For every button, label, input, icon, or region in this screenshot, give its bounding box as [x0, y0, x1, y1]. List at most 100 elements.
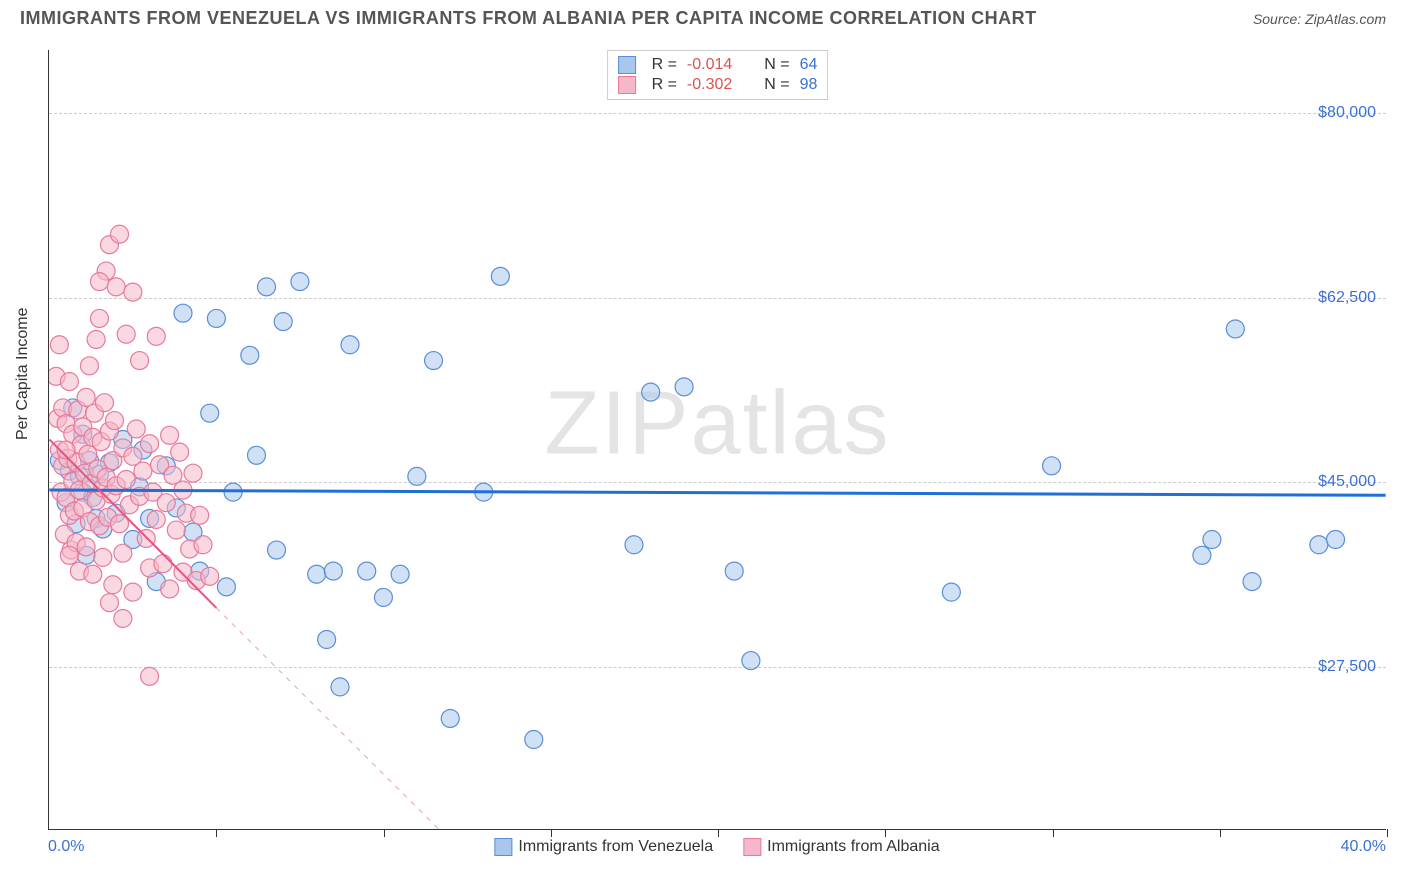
data-point [147, 511, 165, 529]
y-axis-label: Per Capita Income [14, 307, 32, 440]
data-point [94, 548, 112, 566]
x-tick [1220, 829, 1221, 837]
data-point [107, 278, 125, 296]
trend-line [49, 490, 1385, 495]
data-point [207, 309, 225, 327]
data-point [90, 273, 108, 291]
data-point [725, 562, 743, 580]
x-min-label: 0.0% [48, 838, 84, 856]
stats-legend-row: R = -0.302N = 98 [618, 75, 818, 95]
data-point [341, 336, 359, 354]
data-point [101, 594, 119, 612]
data-point [308, 565, 326, 583]
data-point [161, 426, 179, 444]
chart-plot-area: ZIPatlas R = -0.014N = 64R = -0.302N = 9… [48, 50, 1386, 830]
data-point [201, 404, 219, 422]
data-point [408, 467, 426, 485]
chart-title: IMMIGRANTS FROM VENEZUELA VS IMMIGRANTS … [20, 8, 1037, 29]
data-point [134, 462, 152, 480]
x-tick [1053, 829, 1054, 837]
data-point [374, 588, 392, 606]
legend-item: Immigrants from Albania [743, 838, 940, 856]
x-tick [1387, 829, 1388, 837]
data-point [942, 583, 960, 601]
stat-r-label: R = [652, 56, 677, 74]
data-point [318, 631, 336, 649]
data-point [324, 562, 342, 580]
data-point [124, 283, 142, 301]
data-point [358, 562, 376, 580]
data-point [1043, 457, 1061, 475]
data-point [50, 336, 68, 354]
data-point [194, 536, 212, 554]
data-point [625, 536, 643, 554]
data-point [157, 494, 175, 512]
data-point [124, 583, 142, 601]
data-point [127, 420, 145, 438]
legend-item: Immigrants from Venezuela [494, 838, 713, 856]
data-point [84, 565, 102, 583]
x-tick [885, 829, 886, 837]
data-point [60, 546, 78, 564]
data-point [1310, 536, 1328, 554]
data-point [95, 394, 113, 412]
stat-n-label: N = [764, 76, 789, 94]
stat-r-value: -0.014 [687, 56, 732, 74]
data-point [174, 304, 192, 322]
data-point [171, 443, 189, 461]
data-point [1243, 573, 1261, 591]
legend-label: Immigrants from Venezuela [518, 838, 713, 855]
x-tick [551, 829, 552, 837]
data-point [1226, 320, 1244, 338]
data-point [258, 278, 276, 296]
legend-swatch [743, 838, 761, 856]
data-point [191, 506, 209, 524]
x-tick [384, 829, 385, 837]
stats-legend: R = -0.014N = 64R = -0.302N = 98 [607, 50, 829, 100]
data-point [217, 578, 235, 596]
data-point [114, 544, 132, 562]
chart-header: IMMIGRANTS FROM VENEZUELA VS IMMIGRANTS … [0, 0, 1406, 33]
data-point [184, 464, 202, 482]
data-point [742, 652, 760, 670]
data-point [331, 678, 349, 696]
data-point [391, 565, 409, 583]
data-point [1327, 531, 1345, 549]
data-point [117, 471, 135, 489]
data-point [491, 267, 509, 285]
data-point [201, 567, 219, 585]
data-point [117, 325, 135, 343]
data-point [154, 555, 172, 573]
data-point [90, 309, 108, 327]
x-axis-labels: 0.0% Immigrants from Venezuela Immigrants… [48, 838, 1386, 868]
data-point [141, 667, 159, 685]
trend-line-extrapolated [216, 608, 533, 829]
legend-label: Immigrants from Albania [767, 838, 940, 855]
x-max-label: 40.0% [1341, 838, 1386, 856]
chart-source: Source: ZipAtlas.com [1253, 11, 1386, 27]
scatter-svg [49, 50, 1386, 829]
data-point [642, 383, 660, 401]
data-point [274, 313, 292, 331]
x-tick [216, 829, 217, 837]
stat-n-value: 98 [800, 76, 818, 94]
data-point [141, 435, 159, 453]
data-point [268, 541, 286, 559]
stats-legend-row: R = -0.014N = 64 [618, 55, 818, 75]
data-point [291, 273, 309, 291]
data-point [1193, 546, 1211, 564]
stat-n-label: N = [764, 56, 789, 74]
stat-r-value: -0.302 [687, 76, 732, 94]
data-point [247, 446, 265, 464]
data-point [77, 388, 95, 406]
x-tick [718, 829, 719, 837]
data-point [131, 352, 149, 370]
data-point [167, 521, 185, 539]
data-point [104, 576, 122, 594]
data-point [425, 352, 443, 370]
data-point [441, 709, 459, 727]
data-point [114, 609, 132, 627]
data-point [77, 538, 95, 556]
data-point [106, 412, 124, 430]
legend-swatch [618, 76, 636, 94]
